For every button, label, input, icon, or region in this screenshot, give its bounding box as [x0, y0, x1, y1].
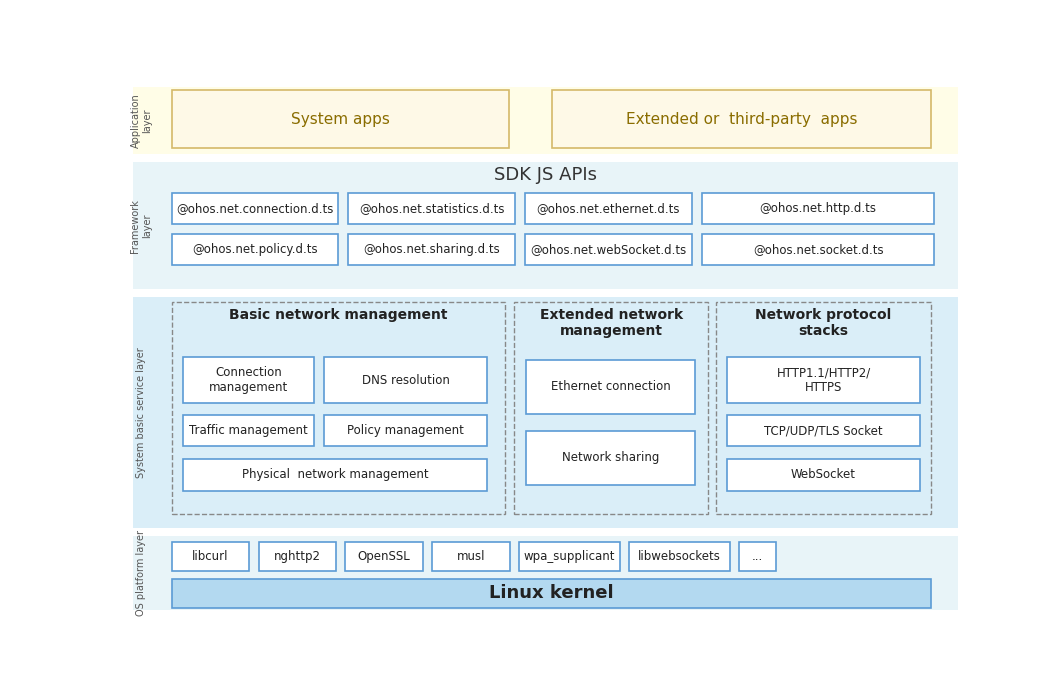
Text: TCP/UDP/TLS Socket: TCP/UDP/TLS Socket [764, 424, 883, 437]
Text: WebSocket: WebSocket [791, 469, 857, 481]
Text: Application
layer: Application layer [131, 93, 152, 148]
FancyBboxPatch shape [171, 193, 338, 224]
FancyBboxPatch shape [728, 357, 919, 403]
Text: Basic network management: Basic network management [229, 308, 448, 322]
Text: Physical  network management: Physical network management [242, 469, 429, 481]
Text: @ohos.net.ethernet.d.ts: @ohos.net.ethernet.d.ts [536, 201, 680, 215]
FancyBboxPatch shape [133, 535, 958, 610]
FancyBboxPatch shape [259, 542, 336, 571]
FancyBboxPatch shape [348, 235, 515, 265]
Text: libwebsockets: libwebsockets [638, 550, 720, 563]
FancyBboxPatch shape [702, 193, 934, 224]
Text: Extended or  third-party  apps: Extended or third-party apps [626, 112, 858, 127]
FancyBboxPatch shape [728, 459, 919, 491]
FancyBboxPatch shape [629, 542, 730, 571]
FancyBboxPatch shape [702, 235, 934, 265]
FancyBboxPatch shape [526, 193, 692, 224]
Text: @ohos.net.policy.d.ts: @ohos.net.policy.d.ts [193, 244, 318, 257]
Text: @ohos.net.sharing.d.ts: @ohos.net.sharing.d.ts [364, 244, 500, 257]
Text: System apps: System apps [290, 112, 389, 127]
FancyBboxPatch shape [133, 162, 958, 289]
Text: HTTP1.1/HTTP2/
HTTPS: HTTP1.1/HTTP2/ HTTPS [777, 366, 870, 394]
Text: Extended network
management: Extended network management [539, 308, 683, 338]
Text: Policy management: Policy management [347, 424, 464, 437]
FancyBboxPatch shape [171, 579, 931, 608]
FancyBboxPatch shape [325, 415, 487, 446]
FancyBboxPatch shape [739, 542, 777, 571]
Text: ...: ... [752, 550, 763, 563]
Text: SDK JS APIs: SDK JS APIs [494, 166, 597, 184]
Text: Connection
management: Connection management [209, 366, 288, 394]
FancyBboxPatch shape [728, 415, 919, 446]
Text: Framework
layer: Framework layer [131, 199, 152, 253]
Text: Ethernet connection: Ethernet connection [550, 380, 670, 393]
FancyBboxPatch shape [432, 542, 510, 571]
Text: libcurl: libcurl [193, 550, 229, 563]
FancyBboxPatch shape [183, 357, 314, 403]
FancyBboxPatch shape [348, 193, 515, 224]
Text: OS platform layer: OS platform layer [136, 530, 146, 616]
Text: Traffic management: Traffic management [189, 424, 307, 437]
Text: Linux kernel: Linux kernel [489, 584, 614, 602]
FancyBboxPatch shape [519, 542, 619, 571]
Text: Network sharing: Network sharing [562, 451, 659, 464]
Text: @ohos.net.http.d.ts: @ohos.net.http.d.ts [760, 201, 877, 215]
Text: System basic service layer: System basic service layer [136, 347, 146, 477]
FancyBboxPatch shape [133, 297, 958, 528]
FancyBboxPatch shape [526, 360, 695, 414]
Text: @ohos.net.statistics.d.ts: @ohos.net.statistics.d.ts [359, 201, 504, 215]
FancyBboxPatch shape [526, 235, 692, 265]
Text: OpenSSL: OpenSSL [358, 550, 411, 563]
FancyBboxPatch shape [325, 357, 487, 403]
Text: @ohos.net.socket.d.ts: @ohos.net.socket.d.ts [753, 244, 883, 257]
FancyBboxPatch shape [133, 87, 958, 155]
FancyBboxPatch shape [526, 431, 695, 485]
FancyBboxPatch shape [183, 459, 487, 491]
FancyBboxPatch shape [171, 542, 249, 571]
FancyBboxPatch shape [171, 90, 509, 148]
Text: nghttp2: nghttp2 [273, 550, 321, 563]
FancyBboxPatch shape [551, 90, 931, 148]
Text: @ohos.net.webSocket.d.ts: @ohos.net.webSocket.d.ts [530, 244, 686, 257]
FancyBboxPatch shape [171, 235, 338, 265]
Text: Network protocol
stacks: Network protocol stacks [755, 308, 892, 338]
Text: musl: musl [456, 550, 485, 563]
Text: @ohos.net.connection.d.ts: @ohos.net.connection.d.ts [177, 201, 334, 215]
Text: wpa_supplicant: wpa_supplicant [523, 550, 615, 563]
FancyBboxPatch shape [183, 415, 314, 446]
Text: DNS resolution: DNS resolution [362, 373, 450, 386]
FancyBboxPatch shape [346, 542, 422, 571]
